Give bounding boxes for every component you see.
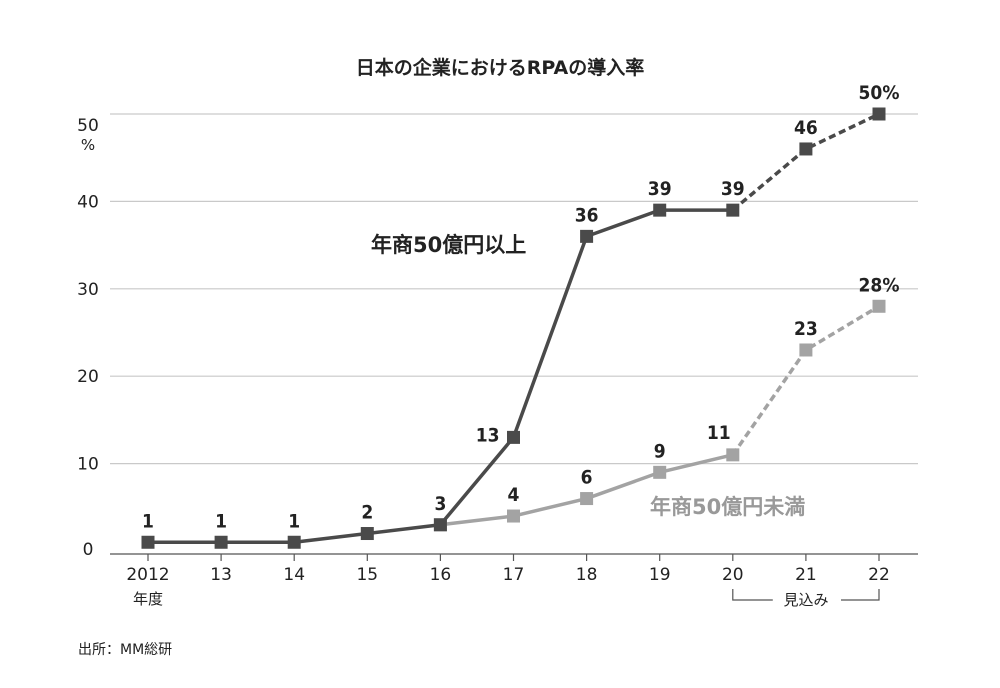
series-forecast-line-large	[731, 112, 880, 212]
source-note: 出所：MM総研	[78, 642, 172, 658]
data-label-large-16: 3	[434, 493, 446, 515]
data-label-large-19: 39	[648, 178, 672, 200]
x-tick-label-17: 17	[503, 565, 525, 585]
data-label-large-14: 1	[288, 510, 300, 532]
marker-large-2012	[141, 535, 155, 549]
y-tick-label-20: 20	[77, 367, 99, 387]
x-axis-year-suffix: 年度	[133, 590, 163, 608]
x-axis: 年度 2012 13 14 15 16 17 18 19 20 21 22	[126, 554, 890, 608]
marker-small-17	[507, 509, 520, 523]
marker-small-21	[799, 343, 813, 357]
forecast-bracket: 見込み	[732, 589, 880, 609]
series-label-small-companies: 年商50億円未満	[650, 495, 805, 519]
y-tick-label-10: 10	[77, 455, 99, 475]
x-tick-label-16: 16	[430, 565, 452, 585]
data-label-large-13: 1	[215, 510, 227, 532]
data-label-small-17: 4	[508, 484, 520, 506]
x-tick-label-21: 21	[795, 565, 817, 585]
data-label-large-17: 13	[476, 424, 500, 446]
marker-large-14	[287, 535, 301, 549]
data-label-large-18: 36	[575, 204, 599, 226]
x-tick-label-13: 13	[210, 565, 232, 585]
chart-title: 日本の企業におけるRPAの導入率	[356, 56, 645, 79]
y-axis: 50 % 0 10 20 30 40	[77, 116, 99, 560]
y-unit-label: %	[81, 136, 95, 154]
marker-large-16	[433, 518, 447, 532]
data-label-large-22: 50%	[859, 82, 900, 104]
data-label-small-20: 11	[707, 422, 731, 444]
marker-small-19	[653, 465, 667, 479]
data-label-small-21: 23	[794, 318, 818, 340]
marker-large-20	[726, 203, 740, 217]
marker-large-15	[360, 527, 374, 541]
marker-large-22	[872, 107, 886, 121]
marker-large-17	[507, 430, 520, 444]
x-tick-label-22: 22	[868, 565, 890, 585]
marker-large-21	[799, 142, 813, 156]
data-label-small-22: 28%	[859, 274, 900, 296]
x-tick-label-20: 20	[722, 565, 744, 585]
data-label-large-15: 2	[361, 502, 373, 524]
y-tick-label-50: 50	[77, 116, 99, 136]
forecast-label: 見込み	[783, 591, 828, 609]
data-label-small-18: 6	[581, 467, 593, 489]
marker-small-18	[580, 492, 594, 506]
data-label-small-19: 9	[654, 440, 666, 462]
data-label-large-20: 39	[721, 178, 745, 200]
x-tick-label-19: 19	[649, 565, 671, 585]
x-tick-label-15: 15	[356, 565, 378, 585]
marker-large-18	[580, 229, 594, 243]
x-tick-label-14: 14	[283, 565, 305, 585]
series-label-large-companies: 年商50億円以上	[371, 233, 526, 257]
y-tick-label-40: 40	[77, 192, 99, 212]
data-label-large-21: 46	[794, 117, 818, 139]
data-label-large-2012: 1	[142, 510, 154, 532]
marker-large-19	[653, 203, 667, 217]
bracket-right	[841, 589, 880, 601]
bracket-left	[732, 589, 773, 601]
y-tick-label-30: 30	[77, 280, 99, 300]
x-tick-label-18: 18	[576, 565, 598, 585]
x-tick-label-2012: 2012	[126, 565, 169, 585]
marker-small-22	[872, 299, 886, 313]
marker-large-13	[214, 535, 228, 549]
y-tick-label-0: 0	[83, 540, 94, 560]
marker-small-20	[726, 448, 740, 462]
